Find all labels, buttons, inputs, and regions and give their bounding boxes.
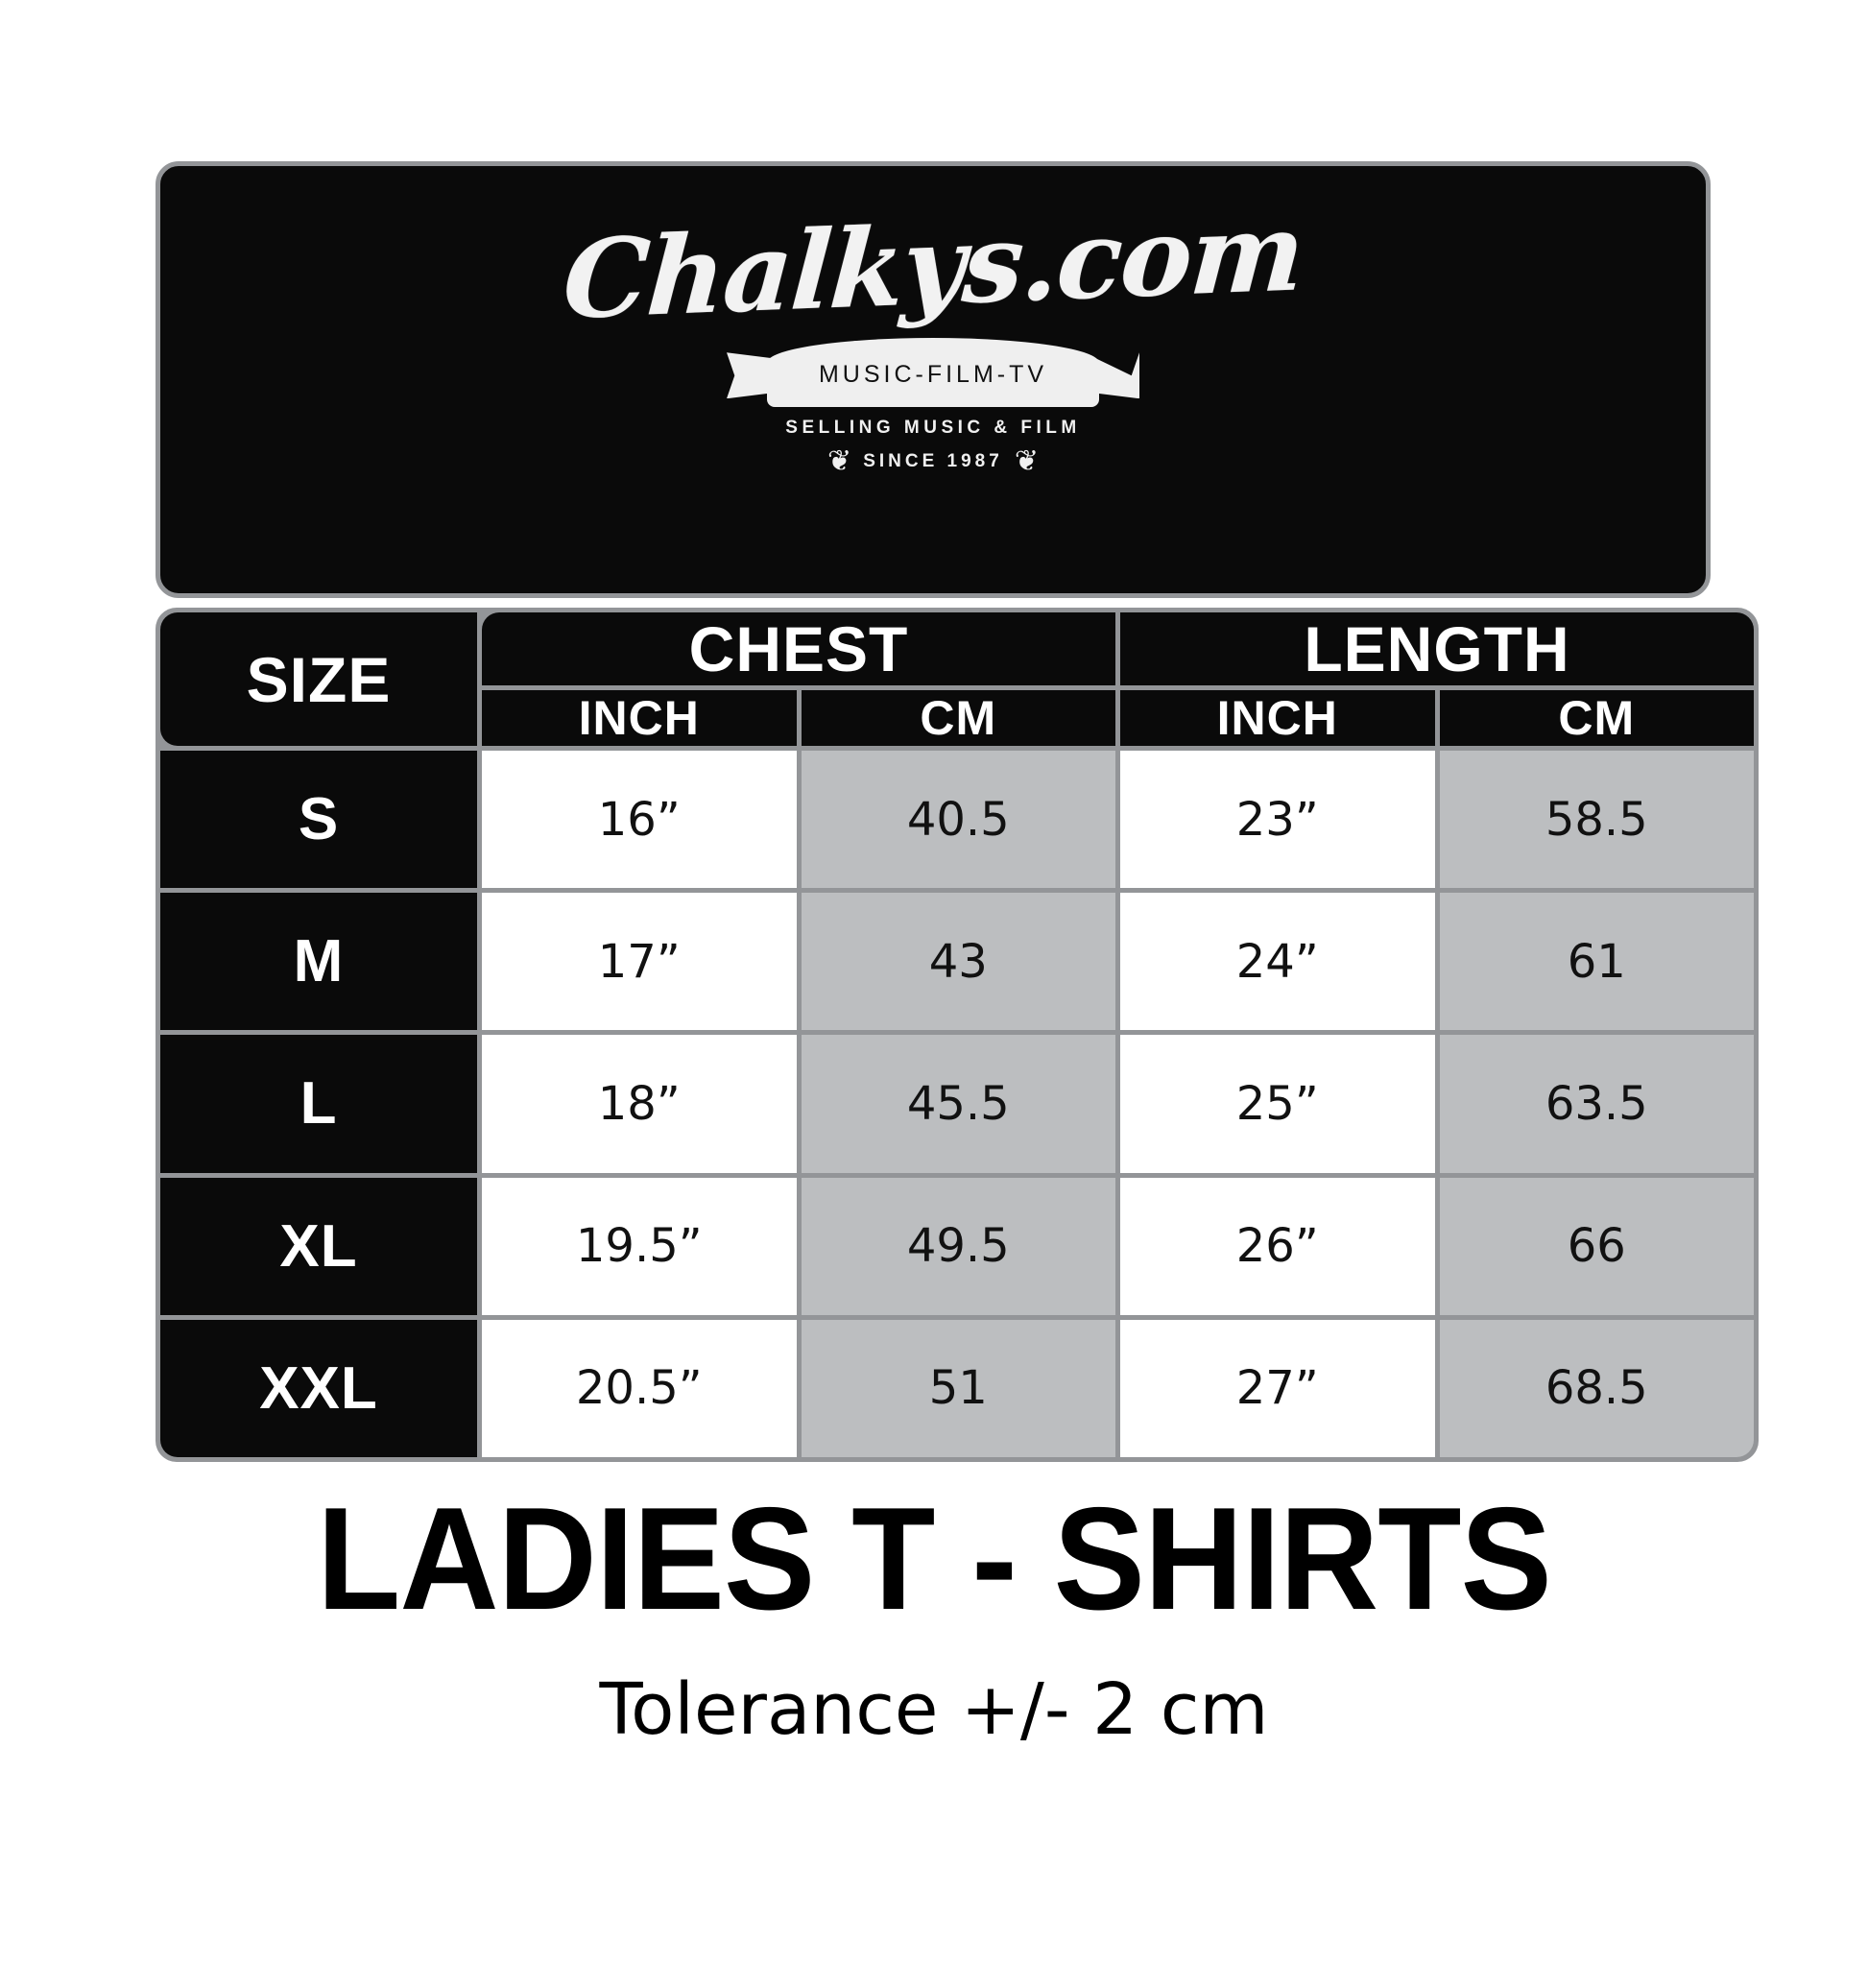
size-table: SIZE CHEST LENGTH INCH CM INCH CM S 16” … — [156, 608, 1759, 1462]
cell-length-cm: 68.5 — [1439, 1319, 1754, 1457]
table-row: S 16” 40.5 23” 58.5 — [160, 751, 1754, 889]
cell-length-inch: 26” — [1120, 1177, 1435, 1315]
header-group-chest: CHEST — [482, 612, 1115, 685]
cell-size: M — [160, 893, 477, 1031]
header-unit-chest-inch: INCH — [482, 690, 797, 746]
cell-chest-inch: 18” — [482, 1035, 797, 1173]
cell-size: XL — [160, 1177, 477, 1315]
cell-length-cm: 66 — [1439, 1177, 1754, 1315]
footer-block: LADIES T - SHIRTS Tolerance +/- 2 cm — [0, 1486, 1868, 1745]
ribbon-tail-right-icon — [1095, 352, 1139, 399]
ribbon-body-icon: MUSIC-FILM-TV — [767, 338, 1099, 408]
header-unit-chest-cm: CM — [801, 690, 1115, 746]
brand-wordmark: Chalkys.com — [560, 189, 1307, 344]
cell-chest-cm: 43 — [801, 893, 1115, 1031]
brand-since-row: ❦ SINCE 1987 ❦ — [827, 447, 1039, 476]
cell-size: XXL — [160, 1319, 477, 1457]
cell-length-inch: 23” — [1120, 751, 1435, 889]
cell-size: S — [160, 751, 477, 889]
cell-chest-cm: 45.5 — [801, 1035, 1115, 1173]
garment-title: LADIES T - SHIRTS — [317, 1477, 1552, 1641]
brand-tagline: SELLING MUSIC & FILM — [785, 418, 1081, 439]
flourish-right-icon: ❦ — [1014, 444, 1039, 479]
cell-size: L — [160, 1035, 477, 1173]
cell-length-inch: 24” — [1120, 893, 1435, 1031]
brand-badge: MUSIC-FILM-TV SELLING MUSIC & FILM ❦ SIN… — [727, 335, 1139, 476]
table-header-row-units: INCH CM INCH CM — [160, 690, 1754, 746]
header-size: SIZE — [160, 612, 477, 746]
table-row: L 18” 45.5 25” 63.5 — [160, 1035, 1754, 1173]
cell-chest-inch: 19.5” — [482, 1177, 797, 1315]
table-header-row-groups: SIZE CHEST LENGTH — [160, 612, 1754, 746]
cell-length-inch: 27” — [1120, 1319, 1435, 1457]
size-table-body: S 16” 40.5 23” 58.5 M 17” 43 24” 61 L 18… — [160, 751, 1754, 1457]
table-row: M 17” 43 24” 61 — [160, 893, 1754, 1031]
brand-since-label: SINCE 1987 — [863, 451, 1003, 472]
tolerance-note: Tolerance +/- 2 cm — [599, 1668, 1269, 1751]
cell-length-inch: 25” — [1120, 1035, 1435, 1173]
cell-chest-inch: 20.5” — [482, 1319, 797, 1457]
cell-chest-cm: 40.5 — [801, 751, 1115, 889]
table-row: XL 19.5” 49.5 26” 66 — [160, 1177, 1754, 1315]
cell-chest-cm: 49.5 — [801, 1177, 1115, 1315]
brand-logo-panel: Chalkys.com MUSIC-FILM-TV SELLING MUSIC … — [156, 161, 1711, 598]
cell-length-cm: 58.5 — [1439, 751, 1754, 889]
size-table-head: SIZE CHEST LENGTH INCH CM INCH CM — [160, 612, 1754, 746]
cell-chest-cm: 51 — [801, 1319, 1115, 1457]
cell-chest-inch: 16” — [482, 751, 797, 889]
cell-length-cm: 63.5 — [1439, 1035, 1754, 1173]
ribbon-banner-icon: MUSIC-FILM-TV — [727, 335, 1139, 410]
ribbon-label: MUSIC-FILM-TV — [818, 361, 1048, 389]
flourish-left-icon: ❦ — [827, 444, 852, 479]
header-group-length: LENGTH — [1120, 612, 1754, 685]
header-unit-length-inch: INCH — [1120, 690, 1435, 746]
ribbon-tail-left-icon — [727, 352, 771, 399]
size-table-container: SIZE CHEST LENGTH INCH CM INCH CM S 16” … — [156, 608, 1759, 1462]
table-row: XXL 20.5” 51 27” 68.5 — [160, 1319, 1754, 1457]
cell-chest-inch: 17” — [482, 893, 797, 1031]
header-unit-length-cm: CM — [1439, 690, 1754, 746]
cell-length-cm: 61 — [1439, 893, 1754, 1031]
